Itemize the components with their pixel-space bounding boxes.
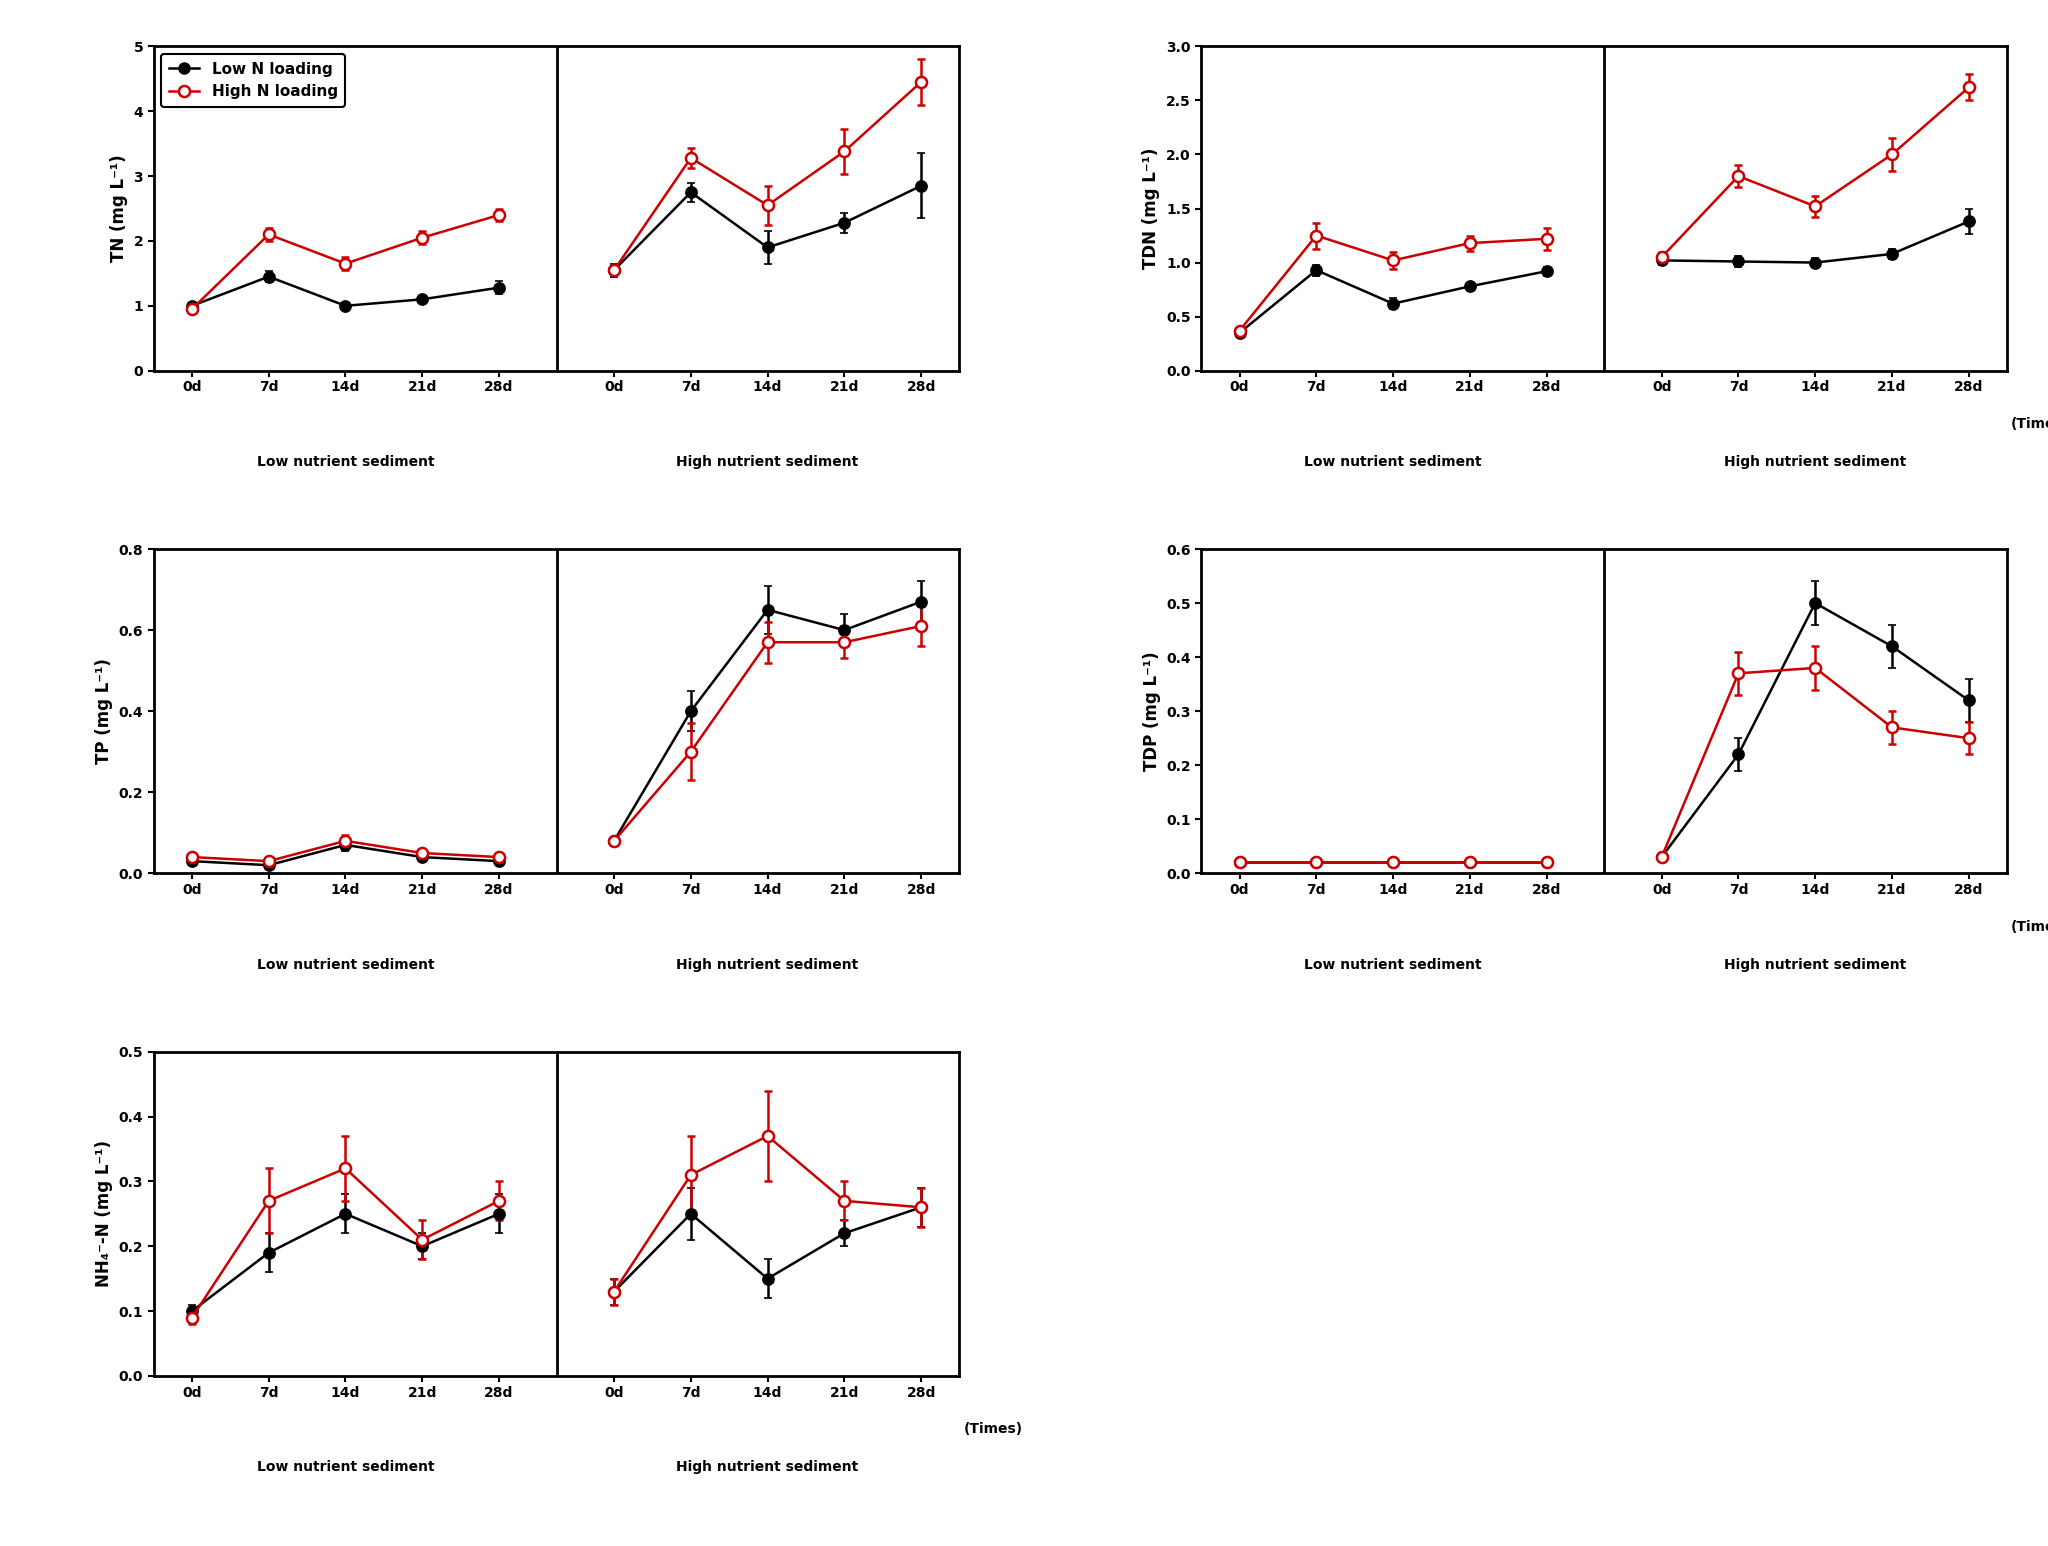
Text: High nutrient sediment: High nutrient sediment	[676, 1461, 858, 1475]
Text: (Times): (Times)	[963, 1422, 1022, 1436]
Y-axis label: TDP (mg L⁻¹): TDP (mg L⁻¹)	[1143, 651, 1161, 771]
Text: Low nutrient sediment: Low nutrient sediment	[256, 957, 434, 971]
Text: High nutrient sediment: High nutrient sediment	[676, 957, 858, 971]
Y-axis label: NH₄⁻-N (mg L⁻¹): NH₄⁻-N (mg L⁻¹)	[94, 1141, 113, 1288]
Text: High nutrient sediment: High nutrient sediment	[676, 455, 858, 468]
Text: High nutrient sediment: High nutrient sediment	[1724, 455, 1907, 468]
Y-axis label: TN (mg L⁻¹): TN (mg L⁻¹)	[111, 155, 127, 263]
Text: (Times): (Times)	[2011, 920, 2048, 934]
Text: Low nutrient sediment: Low nutrient sediment	[1305, 455, 1483, 468]
Text: (Times): (Times)	[2011, 417, 2048, 431]
Legend: Low N loading, High N loading: Low N loading, High N loading	[162, 54, 346, 107]
Y-axis label: TP (mg L⁻¹): TP (mg L⁻¹)	[94, 659, 113, 764]
Y-axis label: TDN (mg L⁻¹): TDN (mg L⁻¹)	[1143, 148, 1161, 269]
Text: High nutrient sediment: High nutrient sediment	[1724, 957, 1907, 971]
Text: Low nutrient sediment: Low nutrient sediment	[256, 1461, 434, 1475]
Text: Low nutrient sediment: Low nutrient sediment	[256, 455, 434, 468]
Text: Low nutrient sediment: Low nutrient sediment	[1305, 957, 1483, 971]
